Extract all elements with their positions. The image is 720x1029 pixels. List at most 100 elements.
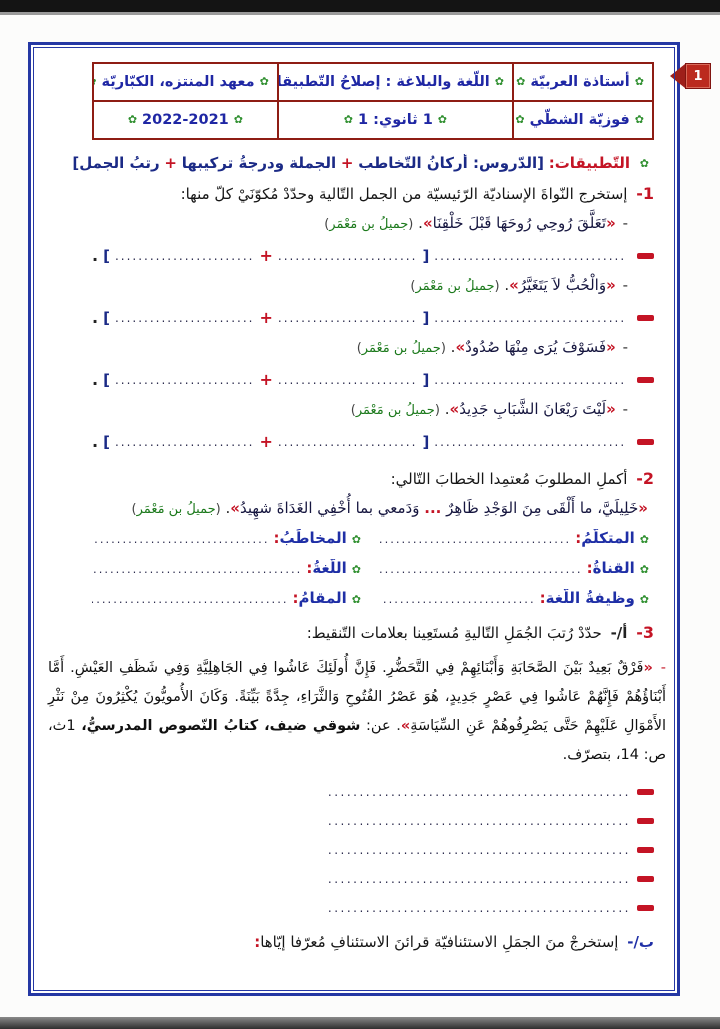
poet-name: جميلُ بن مَعْمَر — [415, 279, 495, 294]
flower-icon: ✿ — [639, 157, 649, 170]
plus-sign: + — [259, 246, 273, 265]
source-label: عن: — [366, 718, 391, 734]
answer-dash-icon — [637, 905, 654, 911]
answer-dots: ........................ — [277, 248, 418, 263]
bracket-close: ] — [422, 308, 430, 327]
field-label: القناةُ — [592, 559, 635, 577]
write-line-dots: ........................................… — [326, 901, 631, 915]
lessons-part-2: الجملة ودرجةُ تركيبها — [181, 154, 337, 172]
lessons-part-3: رتبُ الجمل] — [72, 154, 160, 172]
open-guillemet: « — [606, 338, 616, 356]
quote-text-a: خَلِيلَيَّ، ما أَلْقَى مِنَ الوَجْدِ ظَا… — [446, 499, 639, 517]
write-line-5: ........................................… — [92, 901, 654, 915]
school-cell: ✿ معهد المنتزه، الكبّاريّة ✿ — [92, 62, 279, 102]
class-level-cell: ✿ 1 ثانوي: 1 ✿ — [276, 100, 515, 140]
open-guillemet: « — [606, 214, 616, 232]
period: . — [92, 308, 99, 327]
lessons-title-line: ✿ التّطبيقات: [الدّروس: أركانُ التّخاطب … — [52, 154, 654, 172]
flower-icon: ✿ — [259, 75, 269, 88]
plus-sign: + — [164, 154, 177, 172]
exercise2-number: 2- — [636, 469, 654, 488]
close-guillemet: » — [509, 276, 519, 294]
write-line-dots: ........................................… — [326, 814, 631, 828]
flower-icon: ✿ — [437, 113, 448, 126]
lessons-part-1: [الدّروس: أركانُ التّخاطب — [358, 154, 544, 172]
plus-sign: + — [259, 370, 273, 389]
flower-icon: ✿ — [351, 533, 361, 546]
teacher-title: أستاذة العربيّة — [530, 74, 630, 90]
teacher-title-cell: ✿ أستاذة العربيّة ✿ — [512, 62, 654, 102]
answer-dash-icon — [637, 789, 654, 795]
field-dots: ........................................… — [380, 532, 572, 546]
field-label: المخاطَبُ — [279, 529, 347, 547]
paren-open: ( — [440, 341, 446, 356]
colon: : — [254, 933, 261, 951]
period: . — [450, 338, 456, 356]
flower-icon: ✿ — [351, 593, 361, 606]
close-guillemet: » — [230, 499, 240, 517]
paren-open: ( — [434, 403, 440, 418]
worksheet-content: ✿ أستاذة العربيّة ✿ ✿ اللّغة والبلاغة : إصل… — [33, 47, 675, 991]
quote-dash: - — [622, 400, 628, 418]
period: . — [92, 432, 99, 451]
tab-arrow-icon — [670, 64, 685, 88]
screen-bottom-bar — [0, 1017, 720, 1029]
field-label: المقامُ — [298, 589, 347, 607]
poet-name: جميلُ بن مَعْمَر — [136, 502, 216, 517]
exercise3-part-a: أ/- — [610, 624, 628, 642]
quote-line-4: - «لَيْتَ رَيْعَانَ الشَّبَابِ جَدِيدُ».… — [92, 400, 628, 418]
answer-dash-icon — [637, 876, 654, 882]
paren-open: ( — [494, 279, 500, 294]
field-context: ✿ المقامُ: .............................… — [92, 589, 366, 607]
applications-label: التّطبيقات: — [548, 154, 630, 172]
paren-close: ) — [324, 217, 330, 232]
open-guillemet: « — [638, 499, 648, 517]
teacher-name-cell: ✿ فوزيّة الشطّي ✿ — [512, 100, 654, 140]
exercise2-heading: 2- أكملِ المطلوبَ مُعتمِدا الخطابَ التّا… — [92, 469, 654, 488]
part-b-label: ب/- — [627, 933, 654, 951]
paragraph-dash: - — [660, 660, 666, 676]
quote-text: فَسَوْفَ يُرَى مِنْهَا صُدُودٌ — [465, 338, 607, 356]
exercise2-instruction: أكملِ المطلوبَ مُعتمِدا الخطابَ التّالي: — [390, 470, 628, 488]
flower-icon: ✿ — [516, 75, 526, 88]
flower-icon: ✿ — [95, 75, 97, 88]
answer-dots: ........................ — [277, 372, 418, 387]
screen-top-bar — [0, 0, 720, 15]
open-guillemet: « — [606, 400, 616, 418]
subject-cell: ✿اللّغة والبلاغة : إصلاحُ التّطبيقات✿ — [276, 62, 515, 102]
poet-name: جميلُ بن مَعْمَر — [329, 217, 409, 232]
field-label: اللّغةُ — [312, 559, 347, 577]
exercise1-heading: 1- إستخرج النّواةَ الإسناديّة الرّئيسيّة… — [92, 184, 654, 203]
flower-icon: ✿ — [233, 113, 243, 126]
write-line-dots: ........................................… — [326, 843, 631, 857]
answer-dots: ........................ — [114, 372, 255, 387]
answer-dots: .................................. — [434, 372, 626, 387]
field-language: ✿ اللّغةُ: .............................… — [92, 559, 366, 577]
field-label: المتكلّمُ — [581, 529, 635, 547]
answer-dots: ........................ — [114, 434, 255, 449]
paren-close: ) — [131, 502, 137, 517]
field-label: وظيفةُ اللّغة — [545, 589, 635, 607]
paren-close: ) — [350, 403, 356, 418]
quote-dash: - — [622, 276, 628, 294]
answer-line-2: .[........................ + ...........… — [92, 308, 654, 327]
exercise1-number: 1- — [636, 184, 654, 203]
field-channel: ✿ القناةُ: .............................… — [380, 559, 654, 577]
source-author-book: شوقي ضيف، كتابُ النّصوص المدرسيُّ، — [81, 718, 361, 734]
field-dots: ........................................… — [380, 592, 536, 606]
period: . — [444, 400, 450, 418]
plus-sign: + — [340, 154, 354, 172]
header-row-2: ✿ فوزيّة الشطّي ✿ ✿ 1 ثانوي: 1 ✿ ✿ 2022-2021 ✿ — [92, 100, 654, 140]
bracket-close: ] — [422, 370, 430, 389]
close-guillemet: » — [449, 400, 460, 418]
paragraph-text: فَرْقٌ بَعِيدٌ بَيْنَ الصَّحَابَةِ وَأَب… — [48, 660, 667, 734]
class-level: 1 ثانوي: 1 — [358, 112, 433, 128]
exercise1-instruction: إستخرج النّواةَ الإسناديّة الرّئيسيّة من… — [180, 185, 628, 203]
bracket-open: [ — [103, 246, 110, 265]
write-line-2: ........................................… — [92, 814, 654, 828]
ellipsis: ... — [424, 499, 442, 517]
open-guillemet: « — [606, 276, 616, 294]
page-number-badge: 1 — [685, 63, 711, 89]
flower-icon: ✿ — [639, 533, 649, 546]
flower-icon: ✿ — [351, 563, 361, 576]
